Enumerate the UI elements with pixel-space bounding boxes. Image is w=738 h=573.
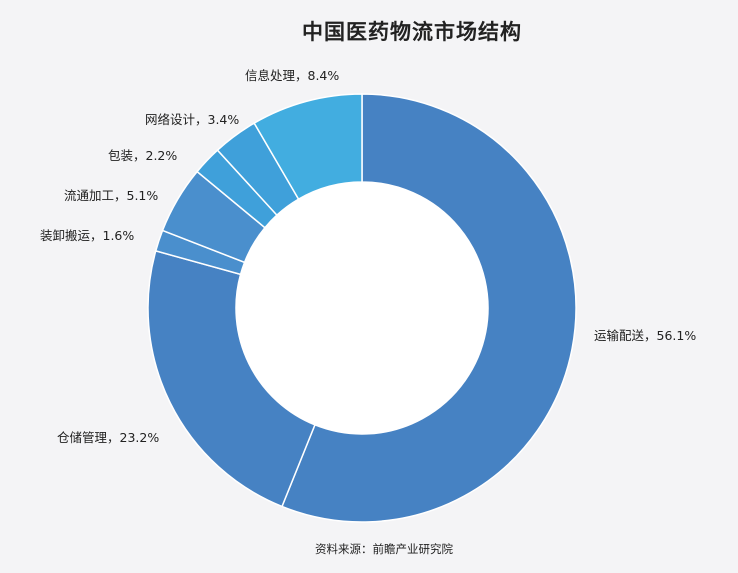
slice-label-1: 运输配送，56.1%	[594, 328, 696, 343]
slice-label-5: 包装，2.2%	[108, 148, 177, 163]
slice-label-6: 网络设计，3.4%	[145, 112, 239, 127]
chart-title: 中国医药物流市场结构	[302, 20, 522, 44]
slice-label-7: 信息处理，8.4%	[245, 68, 339, 83]
donut-hole	[236, 182, 488, 434]
slice-label-2: 仓储管理，23.2%	[57, 430, 159, 445]
slice-label-4: 流通加工，5.1%	[64, 188, 158, 203]
slice-label-3: 装卸搬运，1.6%	[40, 228, 134, 243]
chart-source: 资料来源：前瞻产业研究院	[315, 542, 453, 556]
